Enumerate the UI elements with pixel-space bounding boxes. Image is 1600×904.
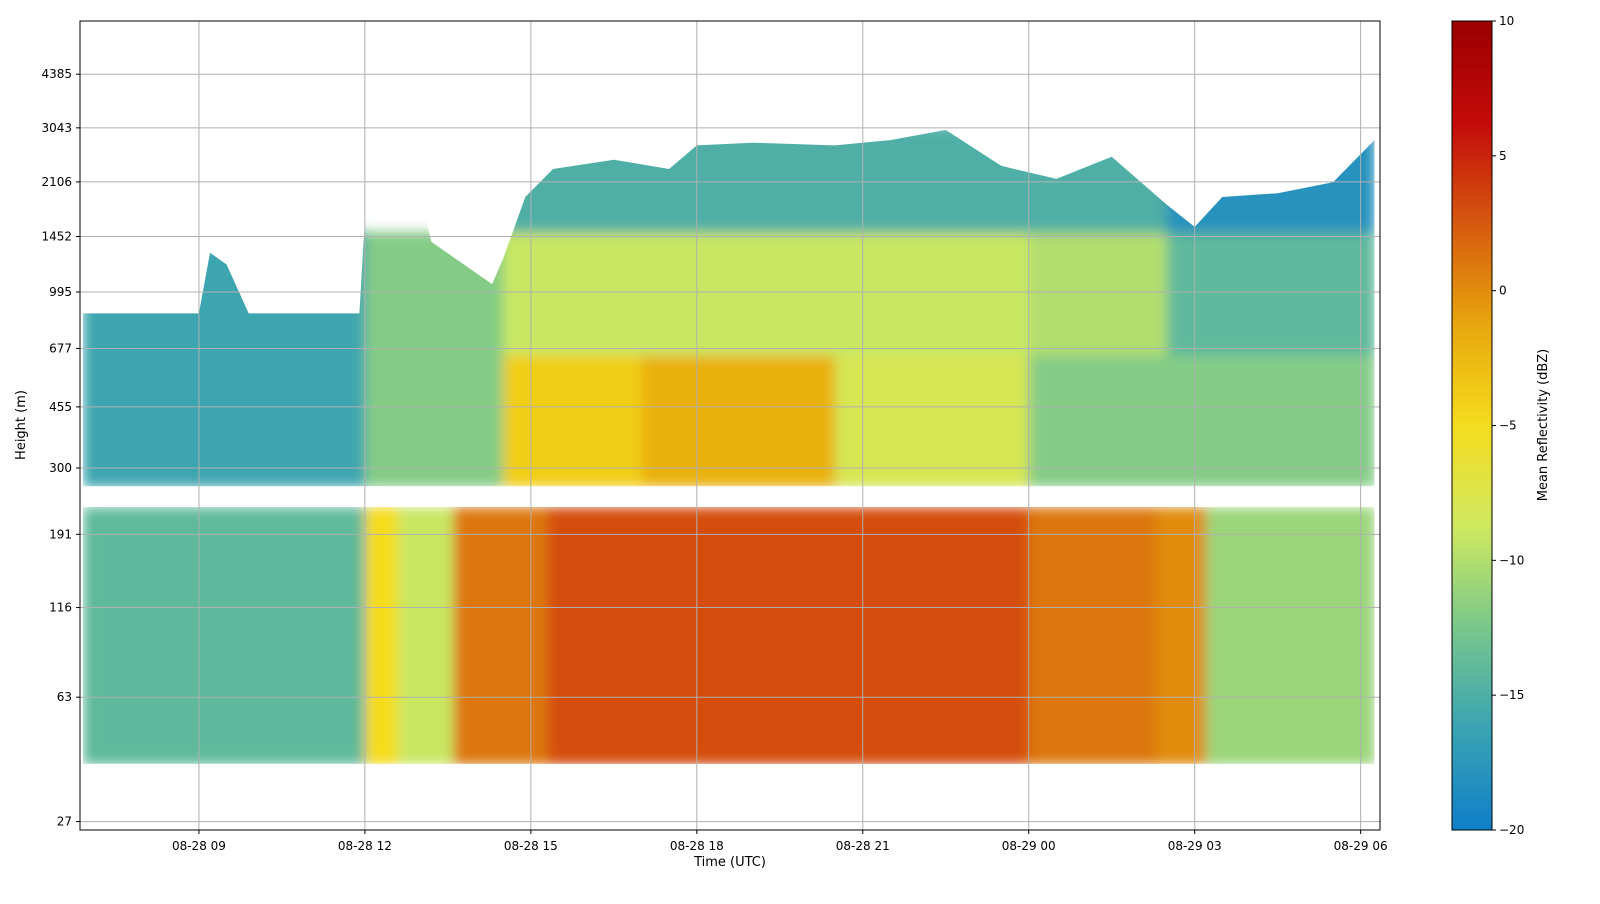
colorbar-tick-label-2: 0 [1499, 284, 1507, 298]
y-tick-label-7: 995 [49, 285, 72, 299]
x-tick-label-1: 08-28 12 [338, 839, 392, 853]
heatmap-cell-7 [1205, 507, 1375, 764]
heatmap-cell-11 [641, 354, 837, 488]
x-axis: 08-28 09 08-28 12 08-28 15 08-28 18 08-28 21… [172, 830, 1388, 853]
heatmap-cell-16 [1167, 231, 1375, 356]
echo-cells [82, 129, 1375, 764]
x-tick-label-0: 08-28 09 [172, 839, 226, 853]
colorbar-label: Mean Reflectivity (dBZ) [1536, 349, 1551, 502]
y-axis-label: Height (m) [14, 390, 29, 460]
y-tick-label-2: 116 [49, 601, 72, 615]
heatmap-cell-14 [503, 231, 1030, 356]
heatmap-cell-3 [453, 507, 549, 764]
x-axis-label: Time (UTC) [693, 855, 766, 870]
colorbar-tick-label-6: −20 [1499, 823, 1524, 837]
heatmap-cells [82, 129, 1375, 764]
colorbar-tick-label-1: 5 [1499, 149, 1507, 163]
y-axis: 27 63 116 191 300 455 677 995 1452 2106 3043 4385 [41, 67, 80, 829]
heatmap-cell-12 [835, 354, 1030, 488]
colorbar-ticks: 10 5 0 −5 −10 −15 −20 [1492, 14, 1524, 837]
x-tick-label-5: 08-29 00 [1002, 839, 1056, 853]
x-tick-label-3: 08-28 18 [670, 839, 724, 853]
heatmap-cell-2 [398, 507, 455, 764]
heatmap-cell-13 [1028, 354, 1375, 488]
colorbar-tick-label-0: 10 [1499, 14, 1514, 28]
y-tick-label-1: 63 [57, 690, 72, 704]
heatmap-cell-6 [1156, 507, 1207, 764]
echo-region [82, 129, 1375, 764]
y-tick-label-5: 455 [49, 400, 72, 414]
y-tick-label-8: 1452 [41, 229, 72, 243]
heatmap-cell-10 [503, 354, 643, 488]
x-tick-label-2: 08-28 15 [504, 839, 558, 853]
x-tick-label-7: 08-29 06 [1334, 839, 1388, 853]
colorbar-tick-label-3: −5 [1499, 419, 1517, 433]
y-tick-label-9: 2106 [41, 175, 72, 189]
y-tick-label-4: 300 [49, 461, 72, 475]
y-tick-label-6: 677 [49, 342, 72, 356]
x-tick-label-6: 08-29 03 [1168, 839, 1222, 853]
heatmap-cell-4 [547, 507, 1030, 764]
y-tick-label-3: 191 [49, 527, 72, 541]
plot-frame [79, 20, 1381, 831]
heatmap-cell-5 [1028, 507, 1157, 764]
heatmap-cell-0 [82, 507, 366, 764]
colorbar-tick-label-5: −15 [1499, 688, 1524, 702]
colorbar-tick-label-4: −10 [1499, 553, 1524, 567]
y-tick-label-10: 3043 [41, 121, 72, 135]
grid-lines [80, 21, 1380, 830]
y-tick-label-0: 27 [57, 815, 72, 829]
x-tick-label-4: 08-28 21 [836, 839, 890, 853]
heatmap-cell-15 [1028, 231, 1168, 356]
y-tick-label-11: 4385 [41, 67, 72, 81]
colorbar-gradient [1452, 21, 1492, 830]
heatmap-cell-1 [364, 507, 400, 764]
